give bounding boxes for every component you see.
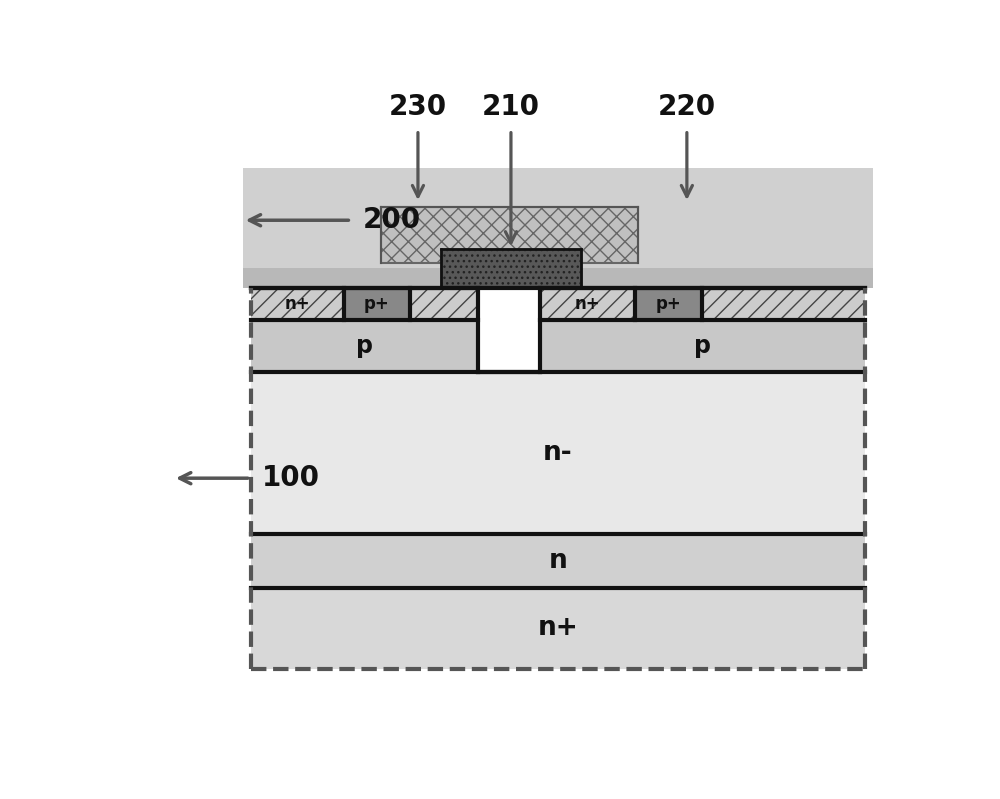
Text: 220: 220 <box>658 93 716 121</box>
Bar <box>243 268 873 288</box>
Text: 230: 230 <box>389 93 447 121</box>
Text: n: n <box>548 548 567 574</box>
Bar <box>344 288 410 320</box>
Text: 210: 210 <box>482 93 540 121</box>
Bar <box>251 288 344 320</box>
Bar <box>702 288 865 320</box>
Text: 200: 200 <box>363 206 421 234</box>
Bar <box>251 372 865 534</box>
Text: p: p <box>356 334 373 358</box>
Bar <box>441 249 581 288</box>
Bar <box>478 288 540 372</box>
Bar <box>251 534 865 588</box>
Text: p+: p+ <box>364 295 390 312</box>
Text: p: p <box>694 334 711 358</box>
Bar <box>635 288 702 320</box>
Text: 100: 100 <box>262 464 320 492</box>
Text: n+: n+ <box>574 295 600 312</box>
Bar <box>410 288 478 320</box>
Text: n+: n+ <box>284 295 310 312</box>
Bar <box>251 588 865 669</box>
Bar <box>243 169 873 288</box>
Text: p+: p+ <box>656 295 682 312</box>
Bar <box>251 288 478 372</box>
Bar <box>381 207 638 263</box>
Text: n+: n+ <box>537 615 578 642</box>
Text: n-: n- <box>543 440 573 466</box>
Bar <box>540 288 865 372</box>
Bar <box>540 288 635 320</box>
